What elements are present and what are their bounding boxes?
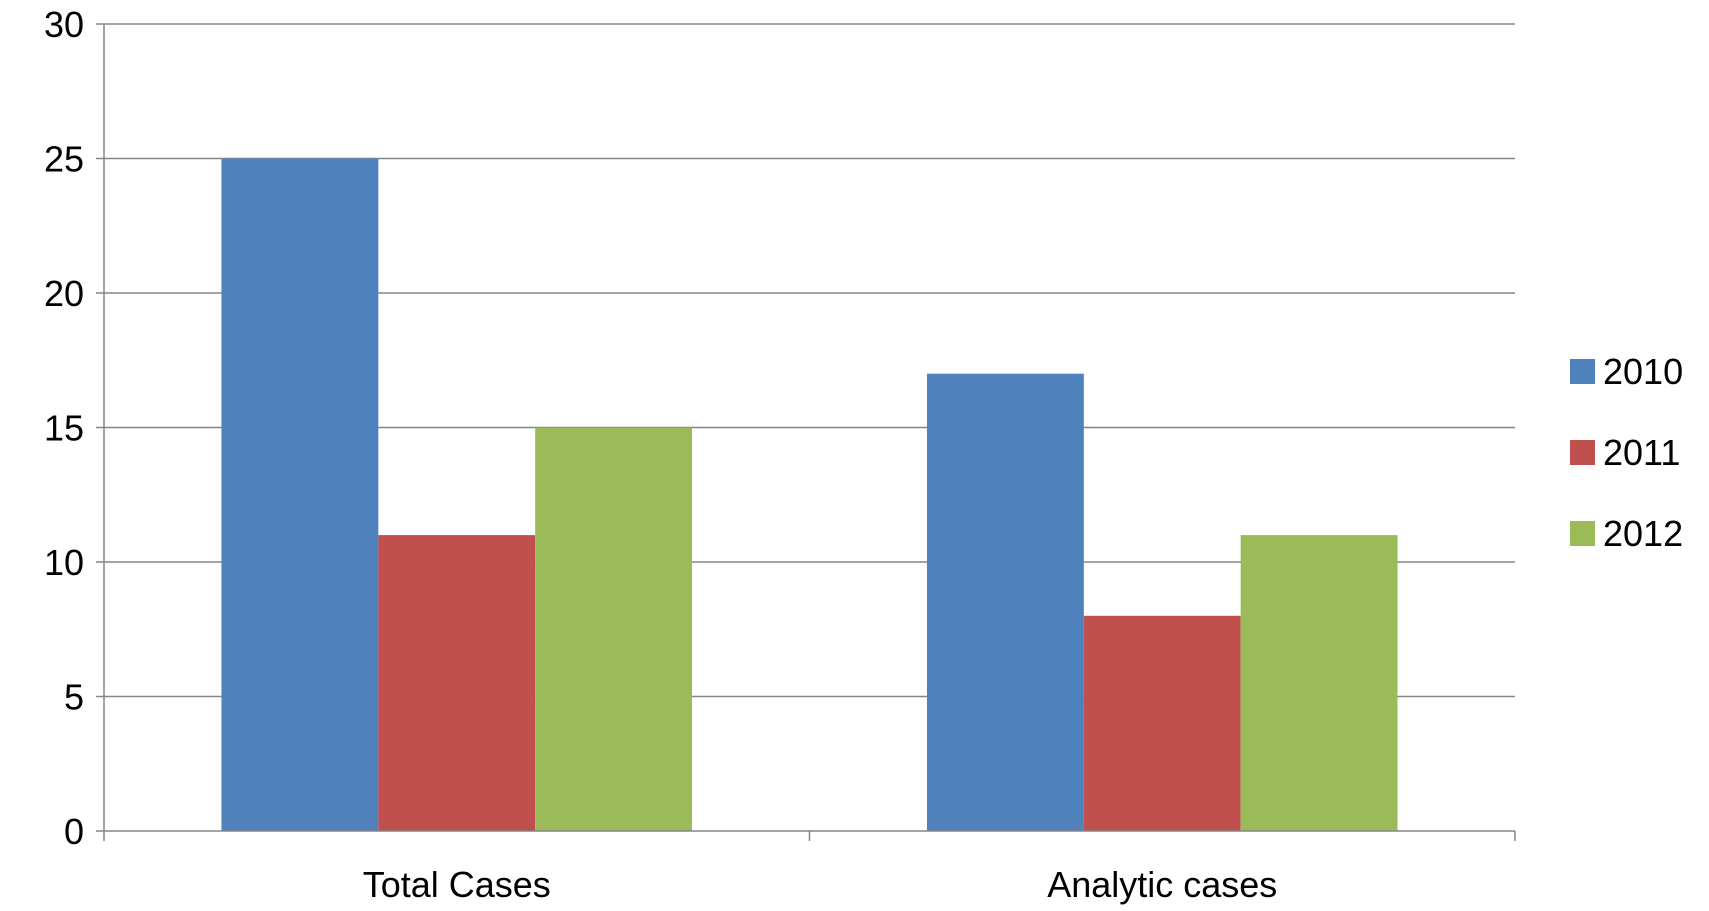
- y-tick-label: 30: [44, 4, 84, 45]
- legend: 2010 2011 2012: [1570, 351, 1683, 554]
- bar-2012-0: [535, 427, 693, 831]
- legend-label: 2010: [1603, 351, 1683, 392]
- legend-swatch-2011: [1570, 440, 1595, 465]
- bar-2011-1: [1083, 615, 1241, 831]
- x-tick-label: Analytic cases: [1047, 864, 1277, 905]
- y-tick-label: 10: [44, 542, 84, 583]
- legend-swatch-2010: [1570, 359, 1595, 384]
- y-axis-tick-labels: 0 5 10 15 20 25 30: [44, 4, 84, 852]
- y-tick-label: 15: [44, 408, 84, 449]
- y-tick-label: 5: [64, 677, 84, 718]
- bar-2011-0: [378, 535, 536, 831]
- axes: [96, 23, 1516, 841]
- bar-2012-1: [1240, 535, 1398, 831]
- bar-2010-0: [221, 158, 379, 831]
- x-axis-tick-labels: Total Cases Analytic cases: [363, 864, 1278, 905]
- x-tick-label: Total Cases: [363, 864, 551, 905]
- y-tick-label: 25: [44, 139, 84, 180]
- y-tick-label: 0: [64, 811, 84, 852]
- legend-label: 2011: [1603, 432, 1680, 473]
- bar-2010-1: [926, 373, 1084, 831]
- legend-swatch-2012: [1570, 521, 1595, 546]
- bars: [221, 158, 1398, 831]
- y-tick-label: 20: [44, 273, 84, 314]
- legend-label: 2012: [1603, 513, 1683, 554]
